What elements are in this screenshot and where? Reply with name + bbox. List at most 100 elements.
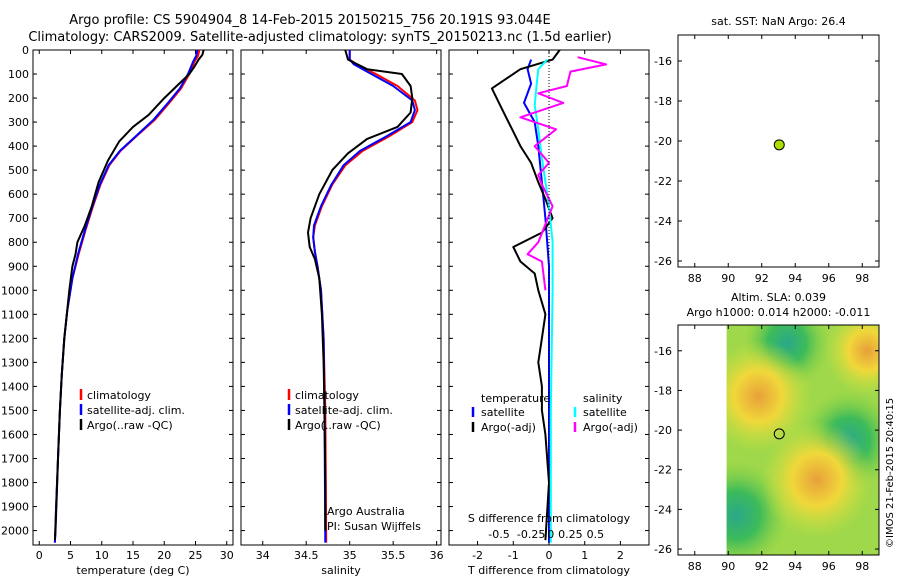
argo-position-marker bbox=[773, 139, 785, 151]
y-tick-label: -26 bbox=[654, 255, 672, 268]
y-tick-label: 1600 bbox=[1, 428, 29, 441]
series-line bbox=[533, 58, 554, 543]
x-tick-label: 88 bbox=[688, 560, 702, 573]
x-tick-label: 90 bbox=[721, 272, 735, 285]
map-title-line2: Argo h1000: 0.014 h2000: -0.011 bbox=[687, 306, 871, 319]
y-tick-label: 0 bbox=[22, 44, 29, 57]
x-axis-label: temperature (deg C) bbox=[76, 564, 189, 577]
panel-sst_map: -16 -18 -20 -22 -24 -26 88 90 92 94 96 98 sat. SST: … bbox=[654, 15, 880, 285]
x-tick-label: 35.5 bbox=[381, 549, 406, 562]
top-tick-label: -0.25 bbox=[517, 528, 545, 541]
legend-title: temperature bbox=[481, 392, 550, 405]
series-line bbox=[490, 49, 561, 541]
x-tick-label: 98 bbox=[855, 560, 869, 573]
x-tick-label: 15 bbox=[126, 549, 140, 562]
y-tick-label: 600 bbox=[8, 188, 29, 201]
legend-label: Argo(-adj) bbox=[481, 421, 536, 434]
y-tick-label: 100 bbox=[8, 68, 29, 81]
map-title-line1: Altim. SLA: 0.039 bbox=[731, 291, 826, 304]
series-line bbox=[53, 49, 199, 543]
x-tick-label: 96 bbox=[822, 560, 836, 573]
figure-title-line2: Climatology: CARS2009. Satellite-adjuste… bbox=[28, 30, 612, 45]
x-tick-label: 94 bbox=[788, 560, 802, 573]
panel-temperature: 0100200300400500600700800900100011001200… bbox=[1, 44, 234, 577]
x-axis-label: T difference from climatology bbox=[467, 564, 630, 577]
y-tick-label: 400 bbox=[8, 140, 29, 153]
x-tick-label: 0 bbox=[546, 549, 553, 562]
y-tick-label: -16 bbox=[654, 345, 672, 358]
x-tick-label: 5 bbox=[67, 549, 74, 562]
x-tick-label: 10 bbox=[95, 549, 109, 562]
y-tick-label: -24 bbox=[654, 503, 672, 516]
series-line bbox=[53, 49, 201, 543]
figure-title-line1: Argo profile: CS 5904904_8 14-Feb-2015 2… bbox=[69, 13, 551, 28]
y-tick-label: 1000 bbox=[1, 284, 29, 297]
legend-label: satellite-adj. clim. bbox=[295, 404, 393, 417]
y-tick-label: -18 bbox=[654, 95, 672, 108]
y-tick-label: 2000 bbox=[1, 525, 29, 538]
x-tick-label: 96 bbox=[822, 272, 836, 285]
x-tick-label: 34 bbox=[256, 549, 270, 562]
panel-sla_map: -16 -18 -20 -22 -24 -26 88 90 92 94 96 98 Altim. SLA… bbox=[654, 291, 880, 573]
legend-title: salinity bbox=[583, 392, 623, 405]
y-tick-label: 200 bbox=[8, 92, 29, 105]
y-tick-label: 1300 bbox=[1, 356, 29, 369]
series-line bbox=[519, 56, 608, 291]
series-line bbox=[523, 59, 550, 543]
x-tick-label: 35 bbox=[343, 549, 357, 562]
series-line bbox=[53, 49, 205, 541]
y-tick-label: -20 bbox=[654, 424, 672, 437]
y-tick-label: 1200 bbox=[1, 332, 29, 345]
legend-label: climatology bbox=[87, 389, 151, 402]
sla-warm-spot bbox=[761, 420, 874, 539]
map-title: sat. SST: NaN Argo: 26.4 bbox=[711, 15, 845, 28]
legend-label: satellite bbox=[583, 406, 627, 419]
y-tick-label: 1700 bbox=[1, 452, 29, 465]
legend-label: climatology bbox=[295, 389, 359, 402]
x-tick-label: 36 bbox=[430, 549, 444, 562]
sla-field bbox=[726, 325, 880, 555]
y-tick-label: -18 bbox=[654, 384, 672, 397]
x-tick-label: 94 bbox=[788, 272, 802, 285]
series-line bbox=[307, 49, 414, 531]
x-tick-label: 92 bbox=[755, 560, 769, 573]
y-tick-label: 900 bbox=[8, 260, 29, 273]
annotation-text: PI: Susan Wijffels bbox=[327, 520, 421, 533]
x-tick-label: 30 bbox=[220, 549, 234, 562]
argo-position-marker bbox=[773, 428, 785, 440]
legend-label: satellite bbox=[481, 406, 525, 419]
x-tick-label: 90 bbox=[721, 560, 735, 573]
y-tick-label: -20 bbox=[654, 135, 672, 148]
top-tick-label: -0.5 bbox=[488, 528, 509, 541]
map-frame bbox=[677, 324, 880, 556]
y-tick-label: 700 bbox=[8, 212, 29, 225]
y-tick-label: 1400 bbox=[1, 380, 29, 393]
annotation-text: Argo Australia bbox=[327, 505, 405, 518]
top-tick-label: 0 bbox=[547, 528, 554, 541]
y-tick-label: -24 bbox=[654, 215, 672, 228]
y-tick-label: -22 bbox=[654, 175, 672, 188]
x-tick-label: 20 bbox=[157, 549, 171, 562]
top-tick-label: 0.5 bbox=[587, 528, 605, 541]
y-tick-label: 1500 bbox=[1, 404, 29, 417]
x-tick-label: 0 bbox=[36, 549, 43, 562]
x-tick-label: 92 bbox=[755, 272, 769, 285]
top-axis-label: S difference from climatology bbox=[468, 512, 631, 525]
sla-warm-spot bbox=[824, 325, 880, 396]
sla-warm-spot bbox=[726, 339, 813, 453]
watermark: ©IMOS 21-Feb-2015 20:40:15 bbox=[885, 398, 896, 548]
legend-label: Argo(-adj) bbox=[583, 421, 638, 434]
panel-salinity: 34 34.5 35 35.5 36 salinity climatology satelli… bbox=[240, 49, 444, 577]
series-line bbox=[312, 50, 419, 543]
panel-differences: -2 -1 0 1 2 T difference from climatology S di… bbox=[448, 49, 650, 577]
x-tick-label: 88 bbox=[688, 272, 702, 285]
legend-label: satellite-adj. clim. bbox=[87, 404, 185, 417]
top-tick-label: 0.25 bbox=[558, 528, 583, 541]
y-tick-label: 1100 bbox=[1, 308, 29, 321]
x-tick-label: -1 bbox=[508, 549, 519, 562]
y-tick-label: -22 bbox=[654, 464, 672, 477]
map-frame bbox=[677, 34, 880, 268]
x-tick-label: 98 bbox=[855, 272, 869, 285]
x-tick-label: -2 bbox=[472, 549, 483, 562]
